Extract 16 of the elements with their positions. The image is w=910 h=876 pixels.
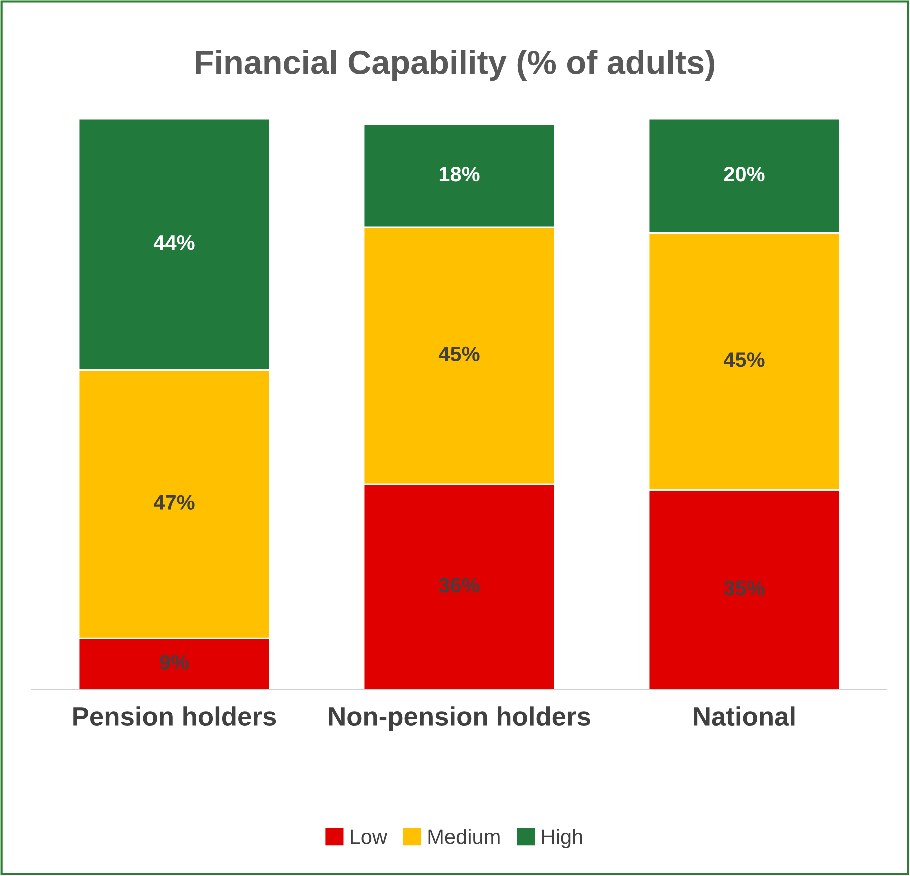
data-label: 45% [438, 346, 480, 362]
legend-label: Medium [428, 829, 500, 844]
data-label: 44% [154, 236, 195, 250]
data-label: 35% [724, 580, 765, 596]
legend-label: Low [351, 830, 388, 844]
data-label: 9% [160, 655, 190, 670]
chart-title: Financial Capability (% of adults) [196, 50, 715, 82]
legend-label: High [542, 829, 582, 848]
data-label: 18% [440, 166, 480, 182]
x-tick-label: Non-pension holders [329, 706, 590, 732]
x-tick-label: National [694, 706, 795, 726]
data-label: 20% [724, 166, 765, 182]
x-tick-label: Pension holders [74, 706, 276, 726]
data-label: 47% [154, 495, 195, 510]
data-label: 36% [439, 578, 480, 593]
data-label: 45% [724, 352, 765, 368]
